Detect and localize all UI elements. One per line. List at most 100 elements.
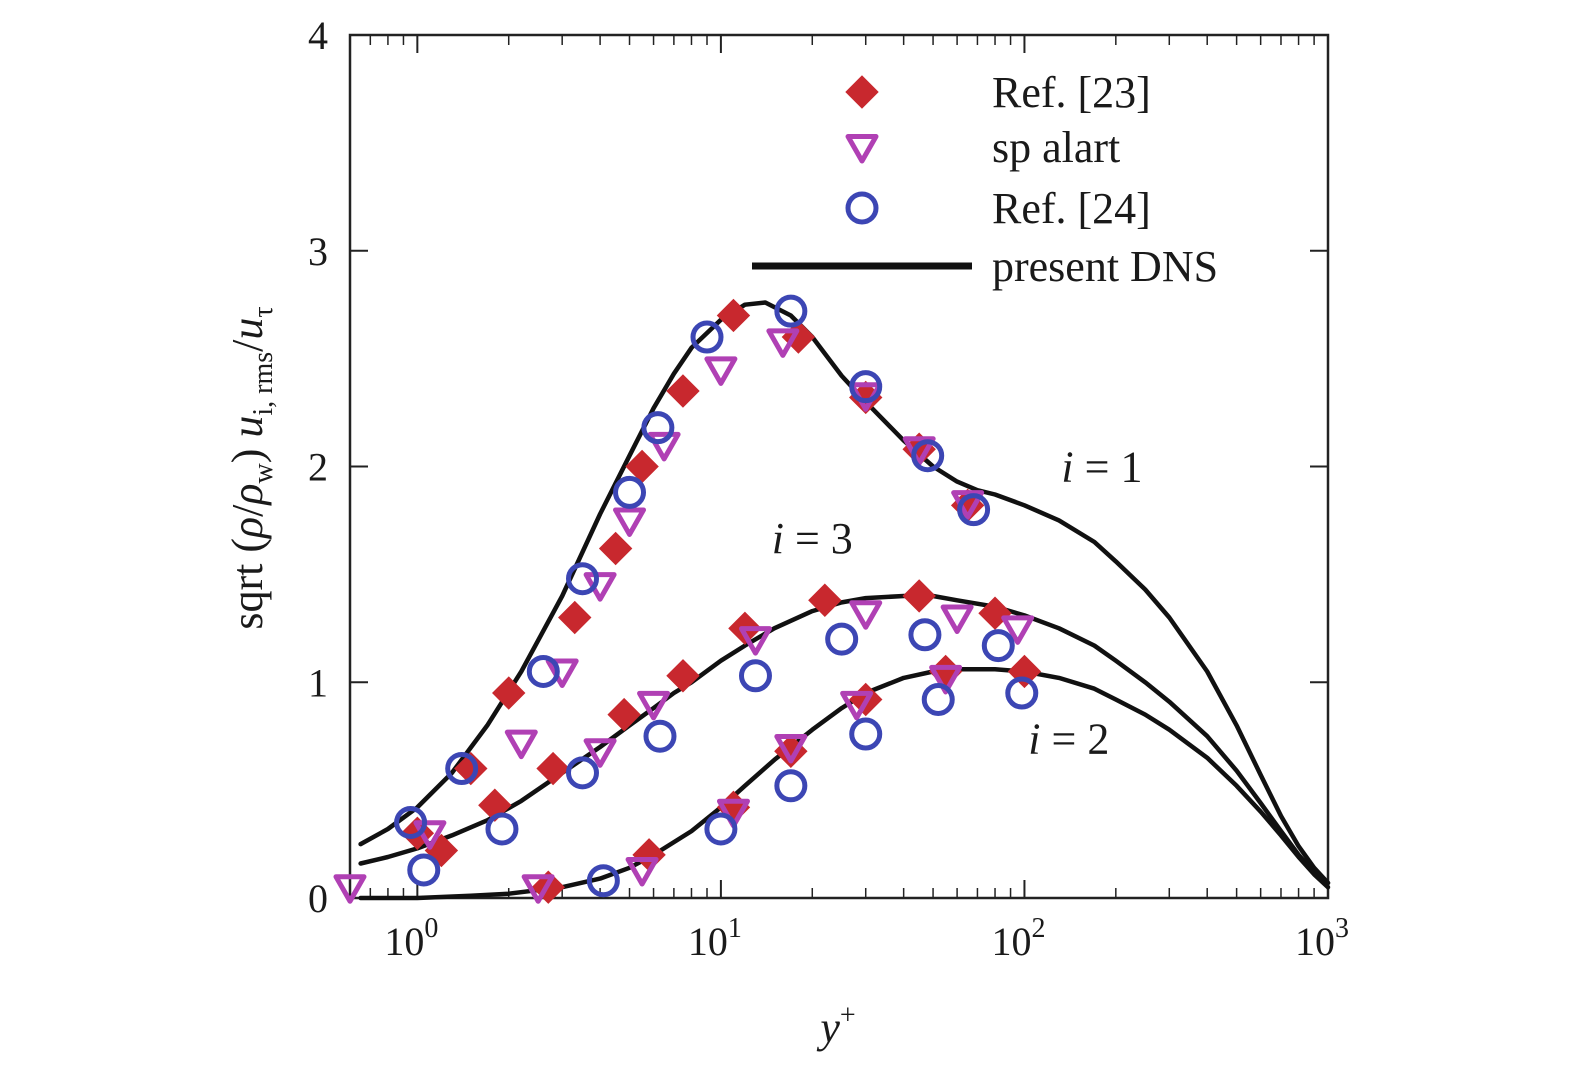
- sp-alart-point: [625, 856, 659, 887]
- ref23-point: [716, 298, 751, 333]
- legend-label: Ref. [24]: [992, 184, 1151, 233]
- y-axis-title-tau-sub: τ: [248, 306, 279, 317]
- x-tick-label: 100: [384, 913, 438, 964]
- y-tick-label: 0: [308, 876, 328, 921]
- ref24-point: [774, 294, 808, 328]
- sp-alart-point: [647, 431, 681, 462]
- sp-alart-point: [583, 572, 617, 602]
- sp-alart-point: [704, 356, 738, 386]
- y-axis-title-slash2: /: [223, 339, 272, 352]
- ref23-point: [1007, 654, 1042, 689]
- legend-label: sp alart: [992, 123, 1120, 172]
- ref24-point: [981, 629, 1015, 663]
- legend-marker-swatch: [845, 191, 879, 225]
- ref24-point: [485, 812, 519, 846]
- y-axis-title-u-sub: i, rms: [248, 352, 279, 416]
- axis-ticks: 100 101 102 103 0 1 2 3 4: [308, 13, 1349, 964]
- legend-entry: present DNS: [752, 242, 1218, 291]
- sp-alart-point: [1001, 615, 1035, 645]
- sp-alart-point: [766, 328, 800, 358]
- data-markers: [333, 294, 1042, 904]
- sp-alart-point: [637, 690, 671, 721]
- ref23-point: [558, 600, 592, 635]
- ref23-point: [808, 583, 842, 617]
- ref24-point: [586, 864, 620, 898]
- legend: Ref. [23] sp alart Ref. [24] present DNS: [752, 68, 1218, 291]
- sp-alart-point: [521, 874, 555, 904]
- sp-alart-point: [738, 626, 772, 656]
- ref24-point: [641, 411, 675, 445]
- ref24-point: [849, 717, 883, 751]
- ref24-point: [908, 618, 942, 652]
- ref24-point: [565, 756, 599, 790]
- curve-label: i = 3: [772, 514, 853, 563]
- y-axis-title-slash: /: [223, 504, 272, 517]
- ref24-point: [911, 439, 945, 473]
- ref23-point: [666, 659, 700, 693]
- ref24-point: [825, 622, 859, 656]
- x-axis-title-sup: +: [840, 1000, 856, 1031]
- dns-curve: [358, 667, 1331, 901]
- sp-alart-point: [940, 604, 974, 635]
- y-axis-title-u: u: [223, 416, 272, 438]
- legend-label: present DNS: [992, 242, 1218, 291]
- ref24-point: [774, 769, 808, 803]
- dns-curve: [358, 300, 1331, 886]
- sp-alart-point: [613, 507, 647, 537]
- ref24-point: [921, 683, 955, 717]
- sp-alart-point: [504, 729, 538, 760]
- ref24-point: [1005, 676, 1039, 710]
- y-axis-title: sqrt (ρ/ρw) ui, rms/uτ: [223, 306, 279, 629]
- ref24-point: [957, 493, 991, 527]
- legend-entry: Ref. [23]: [845, 68, 1151, 117]
- dns-curve: [358, 593, 1331, 886]
- ref24-point: [643, 719, 677, 753]
- ref24-point: [613, 475, 647, 509]
- ref23-point: [666, 374, 700, 408]
- ref24-point: [407, 853, 441, 887]
- legend-label: Ref. [23]: [992, 68, 1151, 117]
- sp-alart-point: [929, 664, 963, 695]
- x-tick-label: 101: [688, 913, 742, 964]
- y-tick-label: 4: [308, 13, 328, 58]
- y-tick-label: 2: [308, 445, 328, 490]
- legend-entry: sp alart: [845, 123, 1120, 172]
- ref24-point: [394, 805, 428, 839]
- y-tick-label: 1: [308, 660, 328, 705]
- sp-alart-point: [333, 874, 367, 904]
- ref23-point: [536, 751, 570, 786]
- y-axis-title-rho: ρ: [223, 517, 272, 540]
- x-tick-label: 102: [991, 913, 1045, 964]
- curve-label: i = 2: [1028, 714, 1109, 763]
- ref24-point: [738, 659, 772, 693]
- sp-alart-point: [774, 733, 808, 764]
- ref23-point: [454, 751, 488, 786]
- sp-alart-point: [413, 820, 447, 850]
- sp-alart-point: [849, 600, 883, 630]
- y-axis-title-close: ): [223, 438, 272, 464]
- y-axis-title-prefix: sqrt (: [223, 538, 272, 630]
- ref24-point: [445, 752, 479, 786]
- ref24-point: [526, 654, 560, 688]
- sp-alart-point: [583, 738, 617, 768]
- ref24-point: [849, 370, 883, 404]
- ref23-point: [598, 531, 633, 566]
- ref24-point: [690, 320, 724, 354]
- legend-marker-swatch: [845, 75, 879, 109]
- plot-frame: [348, 33, 1330, 900]
- ref23-point: [607, 697, 641, 732]
- y-axis-title-u-tau: u: [223, 318, 272, 340]
- y-axis-title-w-sub: w: [248, 463, 279, 484]
- y-tick-label: 3: [308, 229, 328, 274]
- x-axis-title-main: y: [816, 1003, 840, 1052]
- curve-label: i = 1: [1061, 443, 1142, 492]
- ref24-point: [704, 812, 738, 846]
- curve-labels: i = 1 i = 3 i = 2: [772, 443, 1143, 764]
- legend-entry: Ref. [24]: [845, 184, 1151, 233]
- ref24-point: [565, 562, 599, 596]
- ref23-point: [424, 833, 459, 868]
- y-axis-title-rho-w: ρ: [223, 484, 272, 507]
- sp-alart-point: [840, 690, 874, 721]
- plot-border: [348, 33, 1330, 900]
